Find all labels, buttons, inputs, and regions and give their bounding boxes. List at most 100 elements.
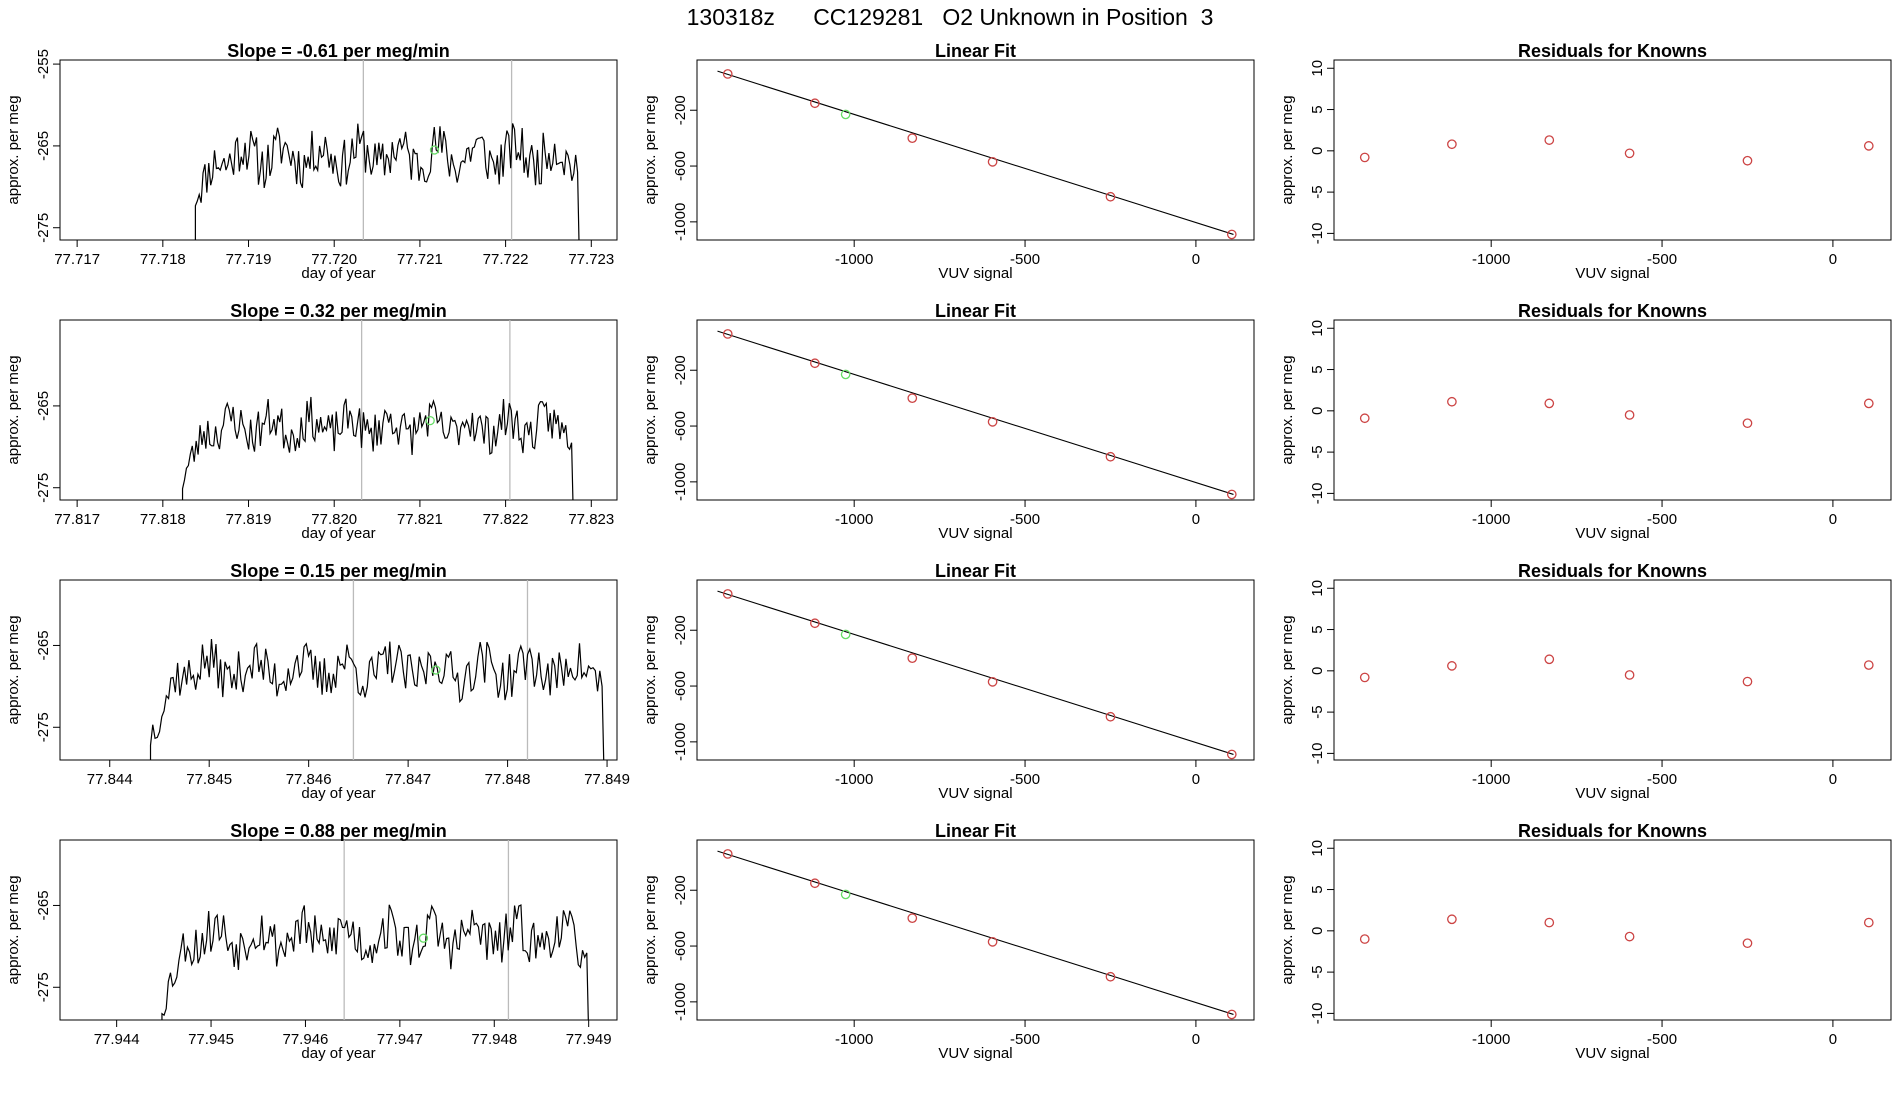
x-tick-label: -1000	[835, 511, 873, 528]
x-tick-label: 77.820	[311, 511, 357, 528]
y-axis-label: approx. per meg	[1279, 355, 1296, 464]
y-tick-label: -10	[1309, 223, 1326, 245]
figure-title: 130318z CC129281 O2 Unknown in Position …	[686, 4, 1214, 30]
x-tick-label: -1000	[1472, 771, 1510, 788]
y-tick-label: -200	[672, 95, 689, 125]
data-point	[987, 417, 998, 427]
y-tick-label: 10	[1309, 60, 1326, 77]
data-point	[810, 618, 820, 629]
y-tick-label: -200	[672, 355, 689, 385]
x-axis-label: VUV signal	[938, 525, 1012, 542]
x-tick-label: -500	[1010, 1031, 1040, 1048]
x-tick-label: 0	[1829, 771, 1837, 788]
y-tick-label: -5	[1309, 185, 1326, 198]
panel-7: Slope = 0.15 per meg/min 77.844 77.845 77.8…	[5, 561, 630, 802]
fit-line	[717, 70, 1234, 235]
panel-2: Linear Fit -1000 -500 0 VUV signal -200 -600 -1…	[642, 41, 1255, 282]
x-axis-label: VUV signal	[1575, 1045, 1649, 1062]
y-tick-label: -275	[35, 712, 52, 742]
data-point	[1742, 418, 1753, 429]
data-point	[1624, 410, 1635, 420]
data-point	[1105, 711, 1116, 722]
x-tick-label: -500	[1010, 251, 1040, 268]
y-tick-label: -265	[35, 131, 52, 161]
plot-frame	[1333, 839, 1892, 1021]
data-point	[722, 589, 733, 599]
data-point	[1624, 670, 1635, 680]
y-axis-label: approx. per meg	[5, 615, 22, 724]
plot-area	[161, 840, 589, 1020]
x-tick-label: 77.849	[584, 771, 630, 788]
fit-line	[717, 590, 1234, 755]
y-tick-label: 10	[1309, 580, 1326, 597]
y-tick-label: -10	[1309, 1003, 1326, 1025]
x-tick-label: 77.720	[311, 251, 357, 268]
y-axis-label: approx. per meg	[642, 355, 659, 464]
y-tick-label: -10	[1309, 743, 1326, 765]
x-tick-label: 0	[1829, 1031, 1837, 1048]
plot-area	[717, 329, 1237, 500]
data-point	[1863, 141, 1874, 151]
y-tick-label: -10	[1309, 483, 1326, 505]
x-tick-label: 77.819	[226, 511, 272, 528]
y-tick-label: -200	[672, 875, 689, 905]
x-tick-label: 77.947	[377, 1031, 423, 1048]
x-tick-label: 77.719	[226, 251, 272, 268]
x-tick-label: 77.718	[140, 251, 186, 268]
y-tick-label: 10	[1309, 320, 1326, 337]
panel-title: Slope = 0.15 per meg/min	[230, 561, 447, 581]
plot-area	[1359, 914, 1874, 949]
data-point	[987, 157, 998, 167]
x-tick-label: 77.944	[94, 1031, 140, 1048]
x-axis-label: day of year	[301, 265, 375, 282]
y-tick-label: -600	[672, 151, 689, 181]
x-axis-label: VUV signal	[938, 265, 1012, 282]
y-tick-label: -5	[1309, 445, 1326, 458]
panel-5: Linear Fit -1000 -500 0 VUV signal -200 -600 -1…	[642, 301, 1255, 542]
y-tick-label: 0	[1309, 927, 1326, 935]
x-tick-label: 77.817	[54, 511, 100, 528]
y-axis-label: approx. per meg	[5, 875, 22, 984]
panel-title: Linear Fit	[935, 561, 1016, 581]
unknown-point	[840, 629, 851, 640]
x-axis-label: VUV signal	[938, 785, 1012, 802]
panel-title: Residuals for Knowns	[1518, 561, 1707, 581]
data-point	[987, 937, 998, 947]
data-point	[1544, 135, 1555, 145]
data-point	[1226, 749, 1237, 760]
data-point	[1447, 139, 1457, 150]
x-tick-label: 77.848	[485, 771, 531, 788]
mean-marker	[418, 933, 429, 943]
data-point	[1863, 917, 1874, 928]
data-point	[907, 653, 918, 663]
plot-frame	[696, 839, 1255, 1021]
x-tick-label: 77.845	[186, 771, 232, 788]
data-point	[1863, 660, 1874, 670]
y-axis-label: approx. per meg	[642, 875, 659, 984]
data-point	[1359, 152, 1370, 163]
y-tick-label: 0	[1309, 407, 1326, 415]
y-tick-label: 10	[1309, 840, 1326, 857]
plot-area	[717, 849, 1237, 1020]
data-point	[1624, 931, 1635, 942]
data-point	[1226, 229, 1237, 240]
unknown-point	[840, 369, 851, 380]
y-axis-label: approx. per meg	[5, 355, 22, 464]
data-point	[1447, 914, 1457, 925]
data-point	[907, 913, 918, 923]
data-point	[1544, 398, 1555, 409]
plot-frame	[59, 319, 618, 501]
y-tick-label: -265	[35, 391, 52, 421]
x-tick-label: 77.846	[286, 771, 332, 788]
x-tick-label: 0	[1192, 1031, 1200, 1048]
x-tick-label: 77.823	[568, 511, 614, 528]
x-tick-label: -1000	[835, 251, 873, 268]
plot-area	[181, 320, 574, 500]
panel-8: Linear Fit -1000 -500 0 VUV signal -200 -600 -1…	[642, 561, 1255, 802]
panel-3: Residuals for Knowns -1000 -500 0 VUV signal…	[1279, 41, 1892, 282]
plot-frame	[696, 59, 1255, 241]
x-tick-label: 77.945	[188, 1031, 234, 1048]
x-tick-label: -1000	[1472, 1031, 1510, 1048]
plot-area	[1359, 396, 1874, 429]
